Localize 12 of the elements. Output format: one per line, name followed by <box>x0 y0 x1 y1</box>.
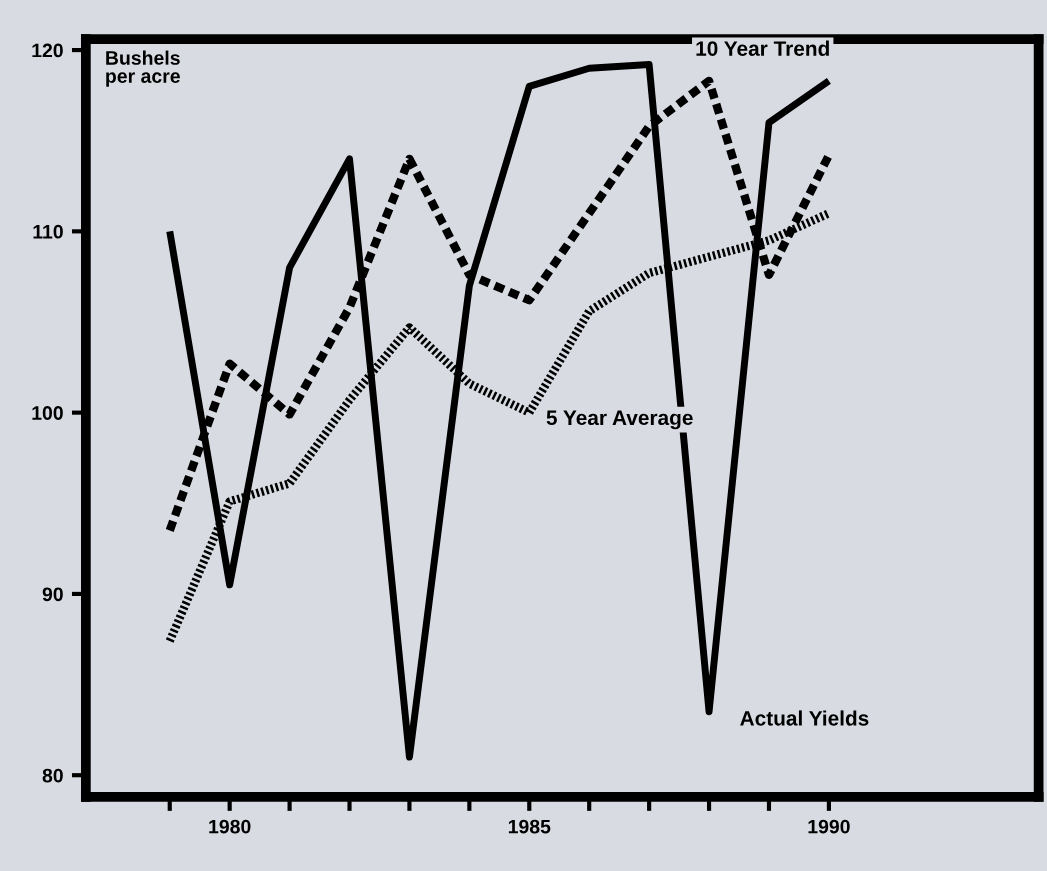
y-tick-label: 110 <box>33 224 63 239</box>
series-label: 5 Year Average <box>546 410 693 430</box>
series-label: Actual Yields <box>740 710 869 726</box>
series-label: 10 Year Trend <box>696 40 829 56</box>
x-tick-label: 1990 <box>808 819 850 834</box>
y-tick-label: 80 <box>42 768 63 783</box>
x-tick-label: 1980 <box>209 819 251 834</box>
y-tick-label: 120 <box>32 43 63 58</box>
x-tick-label: 1985 <box>508 819 551 834</box>
y-tick-label: 90 <box>42 587 63 602</box>
y-axis-title: Bushels per acre <box>106 50 180 87</box>
y-tick-label: 100 <box>32 406 63 420</box>
